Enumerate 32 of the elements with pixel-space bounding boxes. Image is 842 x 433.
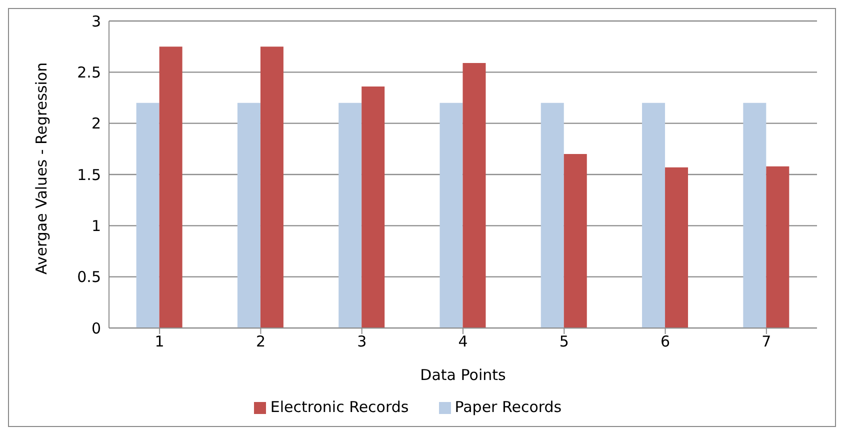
bar: [564, 154, 587, 328]
x-tick-label: 6: [660, 332, 670, 351]
x-tick-label: 4: [458, 332, 468, 351]
y-tick-label: 0.5: [77, 268, 101, 286]
legend-label: Paper Records: [454, 398, 562, 416]
y-tick-label: 2.5: [77, 63, 101, 82]
legend-label: Electronic Records: [270, 398, 409, 416]
x-tick-label: 5: [559, 332, 569, 351]
bar: [159, 46, 182, 328]
x-tick-label: 3: [357, 332, 367, 351]
bar: [237, 102, 260, 328]
bar: [462, 62, 486, 328]
y-tick-label: 1: [91, 216, 101, 235]
bar: [642, 102, 666, 328]
bar: [743, 102, 766, 328]
y-tick-label: 1.5: [77, 166, 101, 184]
bar: [440, 102, 463, 328]
y-tick-label: 2: [91, 114, 101, 133]
y-tick-label: 0: [91, 319, 101, 338]
bar: [540, 102, 564, 328]
x-tick-label: 1: [154, 332, 164, 351]
y-axis-title: Avergae Values - Regression: [32, 62, 50, 274]
y-tick-label: 3: [91, 12, 101, 30]
x-axis-title: Data Points: [420, 366, 506, 384]
bar: [766, 166, 790, 328]
bar: [338, 102, 362, 328]
bar: [136, 102, 160, 328]
bar: [260, 46, 284, 328]
x-tick-label: 7: [762, 332, 772, 351]
bar: [362, 86, 385, 328]
x-tick-label: 2: [256, 332, 266, 351]
bar: [665, 167, 688, 328]
